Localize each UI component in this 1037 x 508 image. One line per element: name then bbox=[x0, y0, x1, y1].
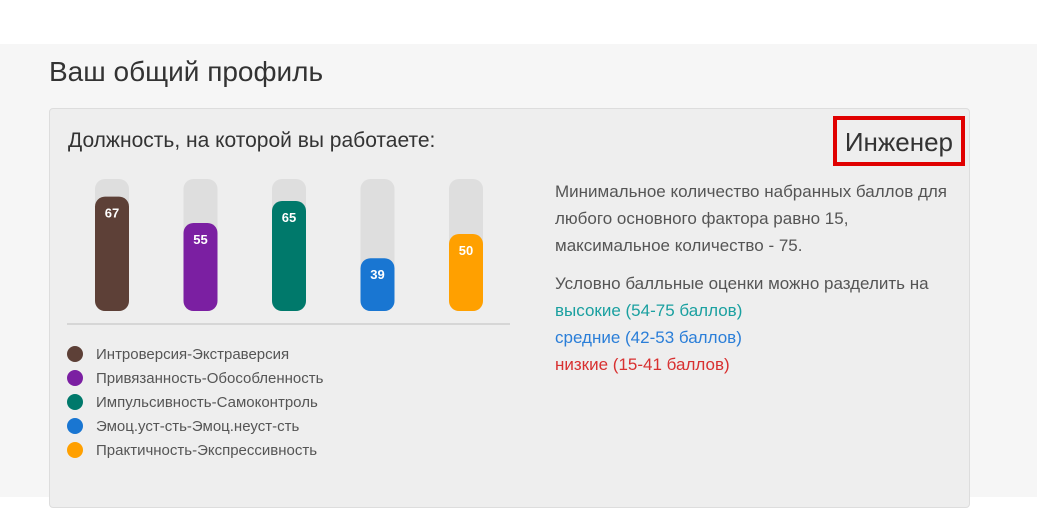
legend-dot bbox=[67, 370, 83, 386]
bar-4 bbox=[360, 258, 395, 311]
score-info: Минимальное количество набранных баллов … bbox=[555, 178, 955, 389]
chart-legend: Интроверсия-Экстраверсия Привязанность-Об… bbox=[67, 342, 323, 462]
position-value: Инженер bbox=[832, 116, 965, 166]
bar-value-label: 55 bbox=[193, 232, 207, 247]
legend-dot bbox=[67, 418, 83, 434]
profile-bar-chart: 67 55 65 39 50 bbox=[67, 179, 510, 325]
legend-label: Эмоц.уст-сть-Эмоц.неуст-сть bbox=[96, 417, 300, 435]
bar-value-label: 50 bbox=[459, 243, 473, 258]
legend-dot bbox=[67, 442, 83, 458]
level-medium: средние (42-53 баллов) bbox=[555, 328, 742, 347]
legend-item: Привязанность-Обособленность bbox=[67, 366, 323, 390]
bar-value-label: 39 bbox=[370, 267, 384, 282]
bar-5 bbox=[449, 234, 483, 311]
legend-label: Интроверсия-Экстраверсия bbox=[96, 345, 290, 363]
level-low: низкие (15-41 баллов) bbox=[555, 355, 730, 374]
levels-intro: Условно балльные оценки можно разделить … bbox=[555, 274, 929, 293]
legend-label: Практичность-Экспрессивность bbox=[96, 441, 318, 459]
legend-item: Эмоц.уст-сть-Эмоц.неуст-сть bbox=[67, 414, 323, 438]
info-paragraph-levels: Условно балльные оценки можно разделить … bbox=[555, 270, 955, 378]
bar-value-label: 65 bbox=[282, 210, 296, 225]
profile-card: Должность, на которой вы работаете: Инже… bbox=[49, 108, 970, 508]
legend-dot bbox=[67, 346, 83, 362]
legend-item: Интроверсия-Экстраверсия bbox=[67, 342, 323, 366]
bar-3 bbox=[272, 201, 306, 311]
page-title: Ваш общий профиль bbox=[49, 56, 324, 87]
bar-2 bbox=[183, 223, 218, 311]
legend-item: Практичность-Экспрессивность bbox=[67, 438, 323, 462]
legend-dot bbox=[67, 394, 83, 410]
bar-value-label: 67 bbox=[105, 206, 119, 221]
level-high: высокие (54-75 баллов) bbox=[555, 301, 743, 320]
legend-label: Импульсивность-Самоконтроль bbox=[96, 393, 318, 411]
info-paragraph-range: Минимальное количество набранных баллов … bbox=[555, 182, 948, 255]
position-label: Должность, на которой вы работаете: bbox=[68, 129, 436, 152]
bar-1 bbox=[95, 196, 129, 311]
legend-item: Импульсивность-Самоконтроль bbox=[67, 390, 323, 414]
legend-label: Привязанность-Обособленность bbox=[96, 369, 324, 387]
